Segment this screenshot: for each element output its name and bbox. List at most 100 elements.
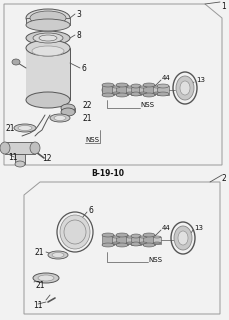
Text: 12: 12 [42, 154, 52, 163]
Ellipse shape [126, 86, 134, 88]
Ellipse shape [153, 236, 161, 238]
Ellipse shape [157, 84, 169, 88]
Ellipse shape [153, 86, 161, 93]
Text: 3: 3 [76, 10, 81, 19]
Bar [112, 87, 120, 94]
Ellipse shape [26, 31, 70, 45]
Ellipse shape [112, 242, 120, 244]
Ellipse shape [30, 142, 40, 154]
Bar [143, 85, 155, 95]
Bar [131, 236, 141, 245]
Bar [126, 87, 134, 94]
Ellipse shape [116, 233, 128, 237]
Ellipse shape [126, 242, 134, 244]
Ellipse shape [60, 215, 90, 249]
Ellipse shape [32, 46, 64, 56]
Ellipse shape [102, 83, 114, 87]
Ellipse shape [112, 86, 120, 93]
Text: 13: 13 [196, 77, 205, 83]
Bar [143, 235, 155, 245]
Ellipse shape [131, 92, 141, 96]
Text: 6: 6 [88, 205, 93, 214]
Ellipse shape [143, 93, 155, 97]
Ellipse shape [50, 114, 70, 122]
Ellipse shape [12, 59, 20, 65]
Ellipse shape [102, 233, 114, 237]
Ellipse shape [139, 92, 147, 94]
Ellipse shape [180, 81, 190, 95]
Ellipse shape [139, 86, 147, 93]
Text: 11: 11 [8, 153, 17, 162]
Ellipse shape [102, 93, 114, 97]
Ellipse shape [0, 142, 10, 154]
Ellipse shape [178, 231, 188, 245]
Bar [26, 18, 70, 25]
Ellipse shape [26, 9, 70, 27]
Ellipse shape [126, 236, 134, 238]
Ellipse shape [139, 236, 147, 238]
Bar [126, 237, 134, 244]
Ellipse shape [54, 116, 66, 121]
Ellipse shape [116, 243, 128, 247]
Text: 13: 13 [194, 225, 203, 231]
Polygon shape [26, 48, 70, 100]
Ellipse shape [14, 124, 36, 132]
Ellipse shape [157, 92, 169, 96]
Ellipse shape [131, 84, 141, 88]
Ellipse shape [52, 252, 64, 258]
Ellipse shape [38, 275, 54, 281]
Text: B-19-10: B-19-10 [92, 169, 125, 178]
Text: 21: 21 [82, 114, 92, 123]
Ellipse shape [143, 83, 155, 87]
Ellipse shape [143, 85, 155, 95]
Bar [157, 86, 169, 95]
Ellipse shape [131, 85, 141, 94]
Ellipse shape [143, 243, 155, 247]
Bar [139, 237, 147, 244]
Ellipse shape [139, 86, 147, 88]
Bar [102, 235, 114, 245]
Ellipse shape [112, 86, 120, 88]
Ellipse shape [153, 92, 161, 94]
Bar [5, 142, 35, 154]
Bar [15, 154, 25, 164]
Ellipse shape [176, 76, 194, 100]
Ellipse shape [126, 86, 134, 93]
Ellipse shape [39, 35, 57, 41]
Ellipse shape [33, 273, 59, 283]
Ellipse shape [153, 86, 161, 88]
Ellipse shape [33, 33, 63, 43]
Text: 1: 1 [221, 2, 226, 11]
Ellipse shape [112, 92, 120, 94]
Bar [102, 85, 114, 95]
Text: NSS: NSS [85, 137, 99, 143]
Ellipse shape [157, 85, 169, 94]
Text: NSS: NSS [140, 102, 154, 108]
Text: 21: 21 [35, 281, 44, 290]
Ellipse shape [102, 85, 114, 95]
Ellipse shape [26, 19, 70, 31]
Ellipse shape [126, 92, 134, 94]
Ellipse shape [61, 104, 75, 112]
Ellipse shape [143, 233, 155, 237]
Ellipse shape [30, 11, 66, 25]
Bar [153, 87, 161, 94]
Bar [139, 87, 147, 94]
Ellipse shape [116, 85, 128, 95]
Ellipse shape [112, 236, 120, 238]
Text: 11: 11 [33, 300, 43, 309]
Bar [153, 237, 161, 244]
Text: 22: 22 [82, 100, 92, 109]
Bar [116, 85, 128, 95]
Ellipse shape [131, 234, 141, 238]
Ellipse shape [174, 226, 192, 250]
Ellipse shape [26, 40, 70, 56]
Text: 21: 21 [35, 247, 44, 257]
Ellipse shape [139, 242, 147, 244]
Ellipse shape [116, 93, 128, 97]
Ellipse shape [153, 242, 161, 244]
Ellipse shape [48, 251, 68, 259]
Ellipse shape [26, 92, 70, 108]
Ellipse shape [61, 108, 75, 116]
Bar [116, 235, 128, 245]
